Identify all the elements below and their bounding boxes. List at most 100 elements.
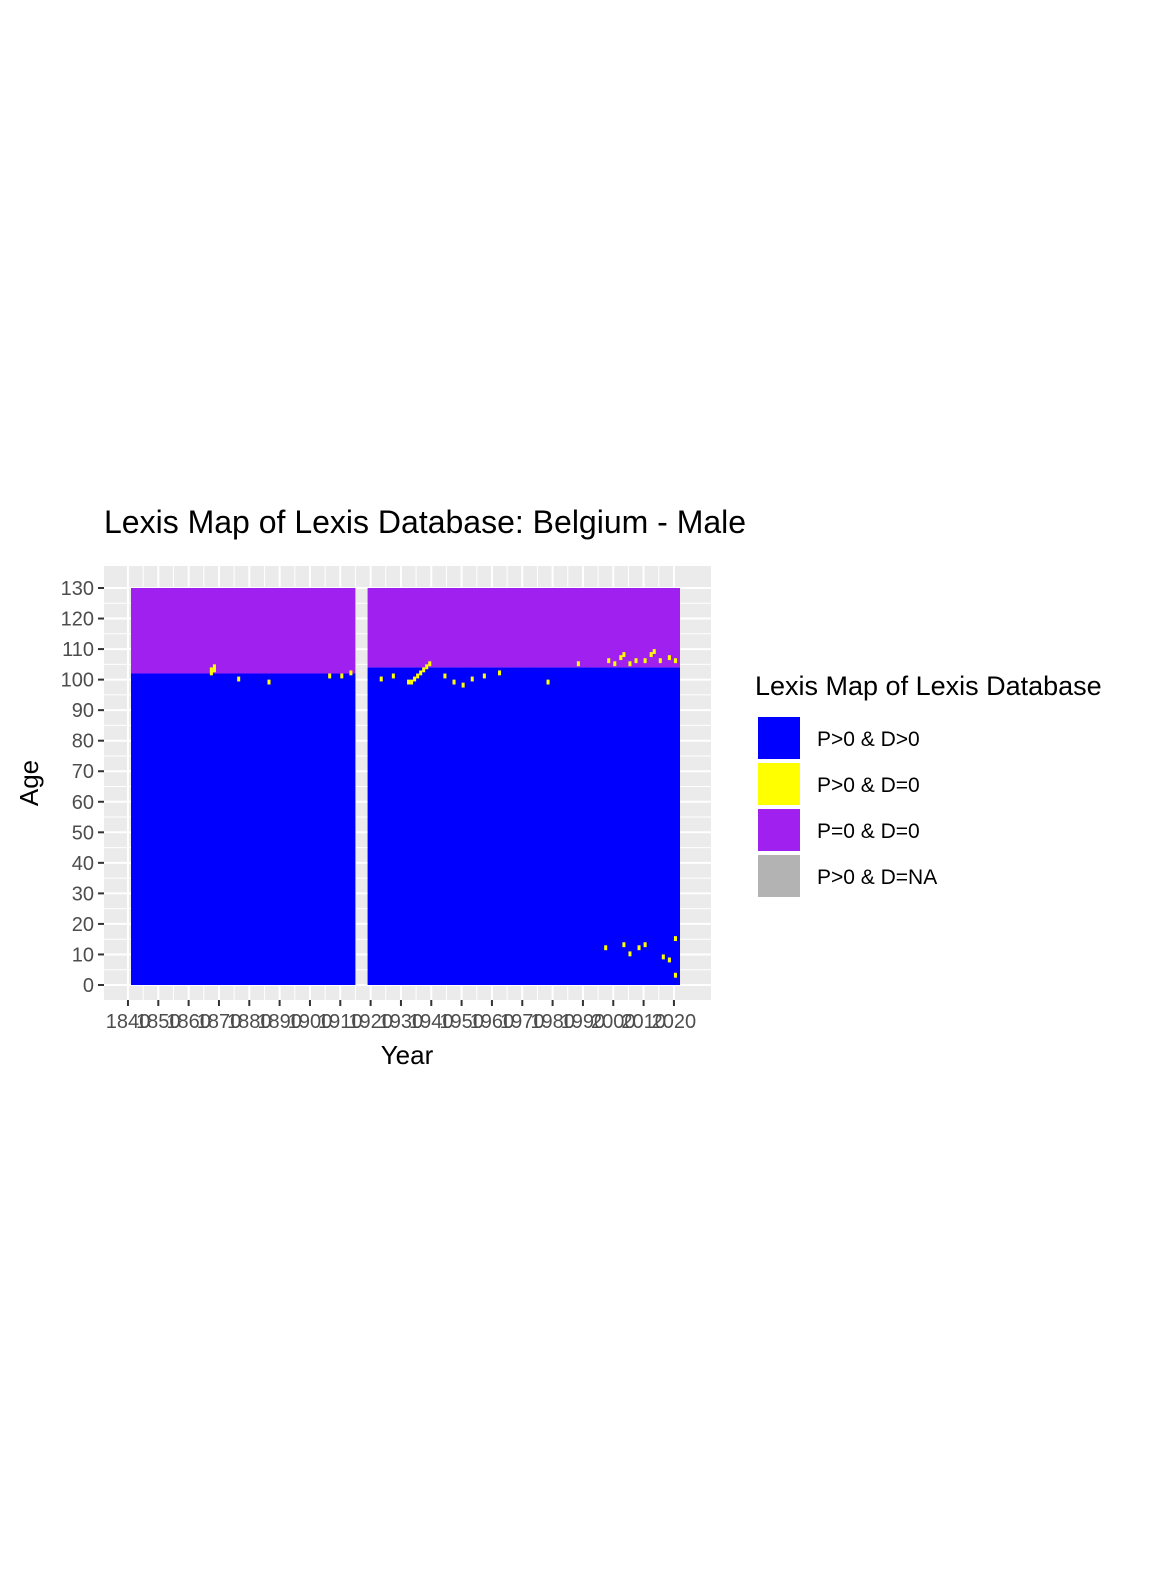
legend-key <box>756 853 802 899</box>
y-tick-label: 120 <box>61 609 94 631</box>
zero-death-cell <box>209 667 213 673</box>
x-axis-ticks: 1840185018601870188018901900191019201930… <box>106 1000 696 1033</box>
y-tick-label: 30 <box>72 883 94 905</box>
zero-death-cell <box>413 676 417 682</box>
legend: P>0 & D>0 P>0 & D=0 P=0 & D=0 P>0 & D=NA <box>756 715 937 899</box>
legend-key <box>756 807 802 853</box>
x-tick-label: 1890 <box>257 1011 302 1033</box>
chart-title: Lexis Map of Lexis Database: Belgium - M… <box>104 504 746 540</box>
x-tick-label: 1960 <box>470 1011 515 1033</box>
zero-death-cell <box>619 655 623 661</box>
zero-death-cell <box>452 679 456 685</box>
x-tick-label: 2020 <box>652 1011 697 1033</box>
zero-death-cell <box>416 673 420 679</box>
zero-death-cell <box>673 936 677 942</box>
zero-death-cell <box>643 942 647 948</box>
x-tick-label: 1840 <box>106 1011 151 1033</box>
y-tick-label: 90 <box>72 700 94 722</box>
zero-death-cell <box>212 664 216 670</box>
x-tick-label: 2010 <box>621 1011 666 1033</box>
y-tick-label: 60 <box>72 792 94 814</box>
legend-title: Lexis Map of Lexis Database <box>755 671 1102 701</box>
zero-death-cell <box>209 670 213 676</box>
zero-death-cell <box>673 972 677 978</box>
x-tick-label: 1930 <box>379 1011 424 1033</box>
x-tick-label: 1880 <box>227 1011 272 1033</box>
x-tick-label: 1900 <box>288 1011 333 1033</box>
zero-death-cell <box>604 945 608 951</box>
y-tick-label: 110 <box>62 639 94 661</box>
x-tick-label: 1980 <box>530 1011 575 1033</box>
y-tick-label: 50 <box>72 822 94 844</box>
x-tick-label: 1850 <box>136 1011 181 1033</box>
no-population-region <box>131 588 356 674</box>
x-tick-label: 1860 <box>166 1011 211 1033</box>
zero-death-cell <box>498 670 502 676</box>
zero-death-cell <box>661 954 665 960</box>
zero-death-cell <box>422 667 426 673</box>
x-tick-label: 1970 <box>500 1011 545 1033</box>
x-tick-label: 1870 <box>197 1011 242 1033</box>
legend-label: P>0 & D=NA <box>817 866 937 889</box>
x-axis-title: Year <box>381 1040 434 1070</box>
legend-key <box>756 715 802 761</box>
y-axis-ticks: 0 10 20 30 40 50 60 70 80 90 100 110 120 130 <box>61 578 104 997</box>
zero-death-cell <box>622 942 626 948</box>
zero-death-cell <box>425 664 429 670</box>
zero-death-cell <box>622 652 626 658</box>
zero-death-cell <box>628 951 632 957</box>
zero-death-cell <box>349 670 353 676</box>
zero-death-cell <box>482 673 486 679</box>
zero-death-cell <box>649 652 653 658</box>
zero-death-cell <box>634 658 638 664</box>
zero-death-cell <box>470 676 474 682</box>
lexis-cells <box>131 588 680 985</box>
zero-death-cell <box>237 676 241 682</box>
y-tick-label: 80 <box>72 731 94 753</box>
legend-key <box>756 761 802 807</box>
y-tick-label: 20 <box>72 914 94 936</box>
zero-death-cell <box>546 679 550 685</box>
x-tick-label: 1950 <box>439 1011 484 1033</box>
zero-death-cell <box>607 658 611 664</box>
y-tick-label: 100 <box>61 670 94 692</box>
y-tick-label: 70 <box>72 761 94 783</box>
x-tick-label: 2000 <box>591 1011 636 1033</box>
y-tick-label: 0 <box>83 975 94 997</box>
x-tick-label: 1990 <box>561 1011 606 1033</box>
x-tick-label: 1940 <box>409 1011 454 1033</box>
zero-death-cell <box>658 658 662 664</box>
zero-death-cell <box>391 673 395 679</box>
zero-death-cell <box>461 682 465 688</box>
x-tick-label: 1920 <box>348 1011 393 1033</box>
zero-death-cell <box>667 655 671 661</box>
y-axis-title: Age <box>14 760 44 806</box>
observed-deaths-region <box>131 673 356 985</box>
zero-death-cell <box>267 679 271 685</box>
zero-death-cell <box>428 661 432 667</box>
observed-deaths-region <box>367 667 680 985</box>
zero-death-cell <box>628 661 632 667</box>
no-population-region <box>367 588 680 668</box>
zero-death-cell <box>637 945 641 951</box>
zero-death-cells <box>209 649 677 978</box>
zero-death-cell <box>328 673 332 679</box>
zero-death-cell <box>673 658 677 664</box>
zero-death-cell <box>576 661 580 667</box>
y-tick-label: 40 <box>72 853 94 875</box>
zero-death-cell <box>379 676 383 682</box>
zero-death-cell <box>407 679 411 685</box>
zero-death-cell <box>410 679 414 685</box>
zero-death-cell <box>652 649 656 654</box>
legend-label: P=0 & D=0 <box>817 820 920 843</box>
zero-death-cell <box>419 670 423 676</box>
legend-label: P>0 & D>0 <box>817 728 920 751</box>
zero-death-cell <box>667 957 671 963</box>
zero-death-cell <box>443 673 447 679</box>
zero-death-cell <box>340 673 344 679</box>
legend-label: P>0 & D=0 <box>817 774 920 797</box>
y-tick-label: 10 <box>72 944 94 966</box>
x-tick-label: 1910 <box>318 1011 363 1033</box>
zero-death-cell <box>613 661 617 667</box>
